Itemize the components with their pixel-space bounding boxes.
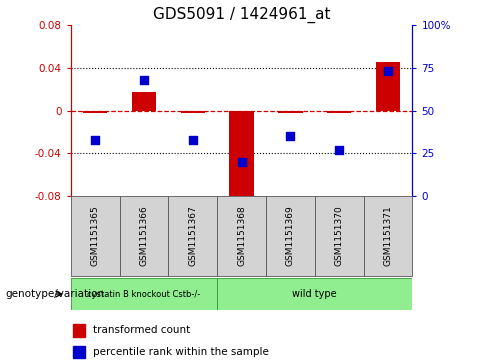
Point xyxy=(384,69,392,74)
Bar xyxy=(364,196,412,276)
Text: GSM1151367: GSM1151367 xyxy=(188,205,197,266)
Bar xyxy=(327,111,351,113)
Text: GSM1151368: GSM1151368 xyxy=(237,205,246,266)
Title: GDS5091 / 1424961_at: GDS5091 / 1424961_at xyxy=(153,7,330,23)
Point xyxy=(140,77,148,83)
Bar xyxy=(73,324,85,337)
Point xyxy=(286,133,294,139)
Text: genotype/variation: genotype/variation xyxy=(5,289,104,299)
Text: GSM1151370: GSM1151370 xyxy=(335,205,344,266)
Bar xyxy=(168,196,217,276)
Text: cystatin B knockout Cstb-/-: cystatin B knockout Cstb-/- xyxy=(87,290,201,298)
Bar xyxy=(71,278,217,310)
Bar xyxy=(132,91,156,111)
Bar xyxy=(278,111,303,113)
Bar xyxy=(217,278,412,310)
Bar xyxy=(376,62,400,111)
Bar xyxy=(229,111,254,201)
Bar xyxy=(83,111,107,113)
Bar xyxy=(120,196,168,276)
Text: wild type: wild type xyxy=(292,289,337,299)
Bar xyxy=(315,196,364,276)
Point xyxy=(335,147,343,153)
Text: GSM1151365: GSM1151365 xyxy=(91,205,100,266)
Text: GSM1151371: GSM1151371 xyxy=(384,205,392,266)
Bar xyxy=(217,196,266,276)
Text: GSM1151366: GSM1151366 xyxy=(140,205,148,266)
Bar xyxy=(181,111,205,113)
Bar xyxy=(266,196,315,276)
Bar xyxy=(71,196,120,276)
Text: percentile rank within the sample: percentile rank within the sample xyxy=(93,347,268,357)
Point xyxy=(238,159,245,165)
Point xyxy=(91,137,99,143)
Point xyxy=(189,137,197,143)
Bar xyxy=(73,346,85,359)
Text: transformed count: transformed count xyxy=(93,325,190,335)
Text: GSM1151369: GSM1151369 xyxy=(286,205,295,266)
